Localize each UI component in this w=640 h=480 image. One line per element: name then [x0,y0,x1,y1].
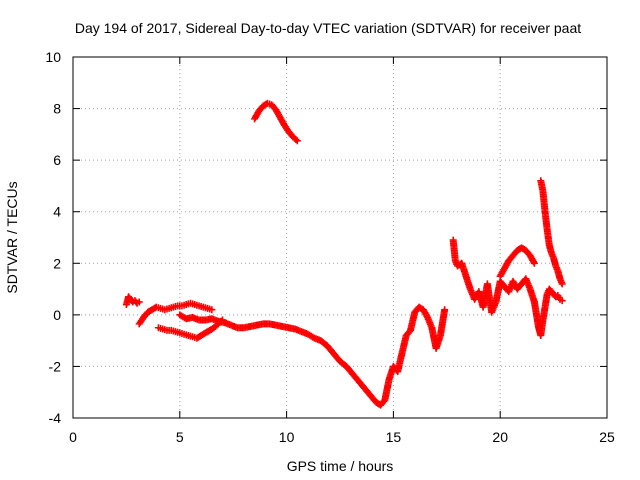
y-tick-label: -2 [49,358,62,374]
data-point-interp [292,136,300,144]
series-8 [530,285,566,339]
y-tick-label: 4 [53,204,61,220]
data-point [558,280,566,288]
y-tick-label: -4 [49,410,62,426]
series-4 [154,316,227,342]
data-point [530,259,538,267]
data-point [558,297,566,305]
data-point [135,298,143,306]
data-point [208,306,216,314]
series-6 [449,236,538,316]
series-5 [176,303,449,409]
x-tick-label: 10 [279,429,295,445]
plot-border [72,56,608,419]
x-tick-label: 20 [492,429,508,445]
y-tick-label: 8 [53,101,61,117]
series-9 [537,177,566,288]
y-axis-ticks: -4 -2 0 2 4 6 8 10 [45,49,607,426]
y-tick-label: 10 [45,49,61,65]
series-2 [122,293,143,309]
y-axis-title: SDTVAR / TECUs [4,181,20,293]
data-point [293,137,301,145]
x-tick-label: 5 [176,429,184,445]
series-1 [251,99,301,145]
data-series [122,99,566,409]
series-3 [135,299,216,328]
x-axis-ticks: 0 5 10 15 20 25 [69,57,615,445]
grid-lines [73,57,607,418]
x-tick-label: 15 [386,429,402,445]
plot-frame [72,56,608,419]
data-point [441,306,449,314]
y-tick-label: 0 [53,307,61,323]
chart-title: Day 194 of 2017, Sidereal Day-to-day VTE… [75,20,581,36]
x-tick-label: 25 [599,429,615,445]
x-axis-title: GPS time / hours [287,458,394,474]
series-7 [496,244,538,280]
x-tick-label: 0 [69,429,77,445]
y-tick-label: 2 [53,255,61,271]
y-tick-label: 6 [53,152,61,168]
